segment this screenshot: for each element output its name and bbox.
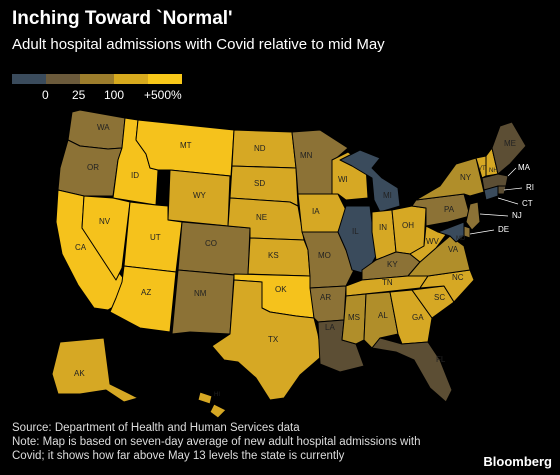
state-AZ[interactable] — [109, 265, 177, 333]
state-CT[interactable] — [483, 185, 499, 201]
us-map: WA OR CA ID NV MT WY UT AZ CO NM ND SD N… — [51, 109, 534, 419]
label-AZ: AZ — [141, 288, 151, 297]
label-AR: AR — [320, 293, 331, 302]
state-OH[interactable] — [391, 205, 427, 255]
state-HI[interactable] — [197, 391, 227, 419]
legend-swatch-2 — [46, 74, 80, 84]
label-MA: MA — [518, 163, 531, 172]
state-AK[interactable] — [51, 337, 139, 403]
chart-title: Inching Toward `Normal' — [12, 8, 233, 29]
label-UT: UT — [150, 233, 161, 242]
label-LA: LA — [325, 323, 335, 332]
state-NM[interactable] — [171, 269, 235, 335]
source-line: Source: Department of Health and Human S… — [12, 422, 300, 434]
label-NH: NH — [489, 168, 498, 174]
state-VA[interactable] — [407, 235, 471, 277]
label-IA: IA — [312, 207, 320, 216]
label-NY: NY — [460, 173, 472, 182]
label-IN: IN — [379, 223, 387, 232]
state-AR[interactable] — [309, 285, 347, 323]
label-WA: WA — [97, 123, 110, 132]
state-NJ[interactable] — [465, 201, 481, 231]
state-IL[interactable] — [337, 205, 377, 275]
legend-color-bar — [12, 74, 182, 84]
source-note: Source: Department of Health and Human S… — [12, 421, 420, 463]
state-labels: WA OR CA ID NV MT WY UT AZ CO NM ND SD N… — [74, 123, 534, 398]
state-TX[interactable] — [211, 279, 323, 401]
chart-subtitle: Adult hospital admissions with Covid rel… — [12, 36, 385, 53]
legend-swatch-1 — [12, 74, 46, 84]
label-MT: MT — [180, 141, 192, 150]
label-DE: DE — [498, 225, 509, 234]
state-WV[interactable] — [409, 225, 449, 263]
state-NV[interactable] — [81, 195, 131, 281]
note-line-2: Covid; it shows how far above May 13 lev… — [12, 450, 345, 462]
label-ID: ID — [131, 171, 139, 180]
label-MI: MI — [383, 191, 392, 200]
label-GA: GA — [412, 313, 424, 322]
label-TX: TX — [268, 335, 279, 344]
label-OH: OH — [402, 221, 414, 230]
state-CO[interactable] — [177, 221, 251, 277]
legend-labels: 0 25 100 +500% — [12, 88, 182, 104]
label-WY: WY — [193, 191, 207, 200]
label-SC: SC — [434, 293, 445, 302]
legend-swatch-3 — [80, 74, 114, 84]
label-KS: KS — [268, 251, 279, 260]
legend-swatch-5 — [148, 74, 182, 84]
label-VT: VT — [478, 166, 486, 172]
note-line-1: Note: Map is based on seven-day average … — [12, 436, 421, 448]
label-PA: PA — [444, 205, 455, 214]
label-OR: OR — [87, 163, 99, 172]
label-KY: KY — [387, 260, 398, 269]
label-NM: NM — [194, 289, 207, 298]
label-AL: AL — [378, 311, 388, 320]
label-TN: TN — [382, 278, 393, 287]
state-NY[interactable] — [415, 157, 485, 201]
legend-swatch-4 — [114, 74, 148, 84]
label-RI: RI — [526, 183, 534, 192]
label-MO: MO — [318, 251, 331, 260]
state-IA[interactable] — [297, 193, 347, 233]
label-WI: WI — [338, 175, 348, 184]
label-IL: IL — [352, 227, 359, 236]
label-MD: MD — [456, 236, 466, 242]
callout-lines — [469, 167, 523, 235]
label-AK: AK — [74, 369, 85, 378]
label-SD: SD — [254, 179, 265, 188]
label-CO: CO — [205, 239, 217, 248]
bloomberg-logo: Bloomberg — [483, 454, 552, 469]
state-KS[interactable] — [247, 237, 311, 277]
label-VA: VA — [448, 245, 459, 254]
label-WV: WV — [426, 237, 440, 246]
state-MD[interactable] — [437, 221, 465, 243]
label-NV: NV — [99, 217, 111, 226]
label-NE: NE — [256, 213, 267, 222]
label-ND: ND — [254, 144, 266, 153]
label-MS: MS — [348, 313, 360, 322]
legend: 0 25 100 +500% — [12, 74, 182, 104]
legend-label-25: 25 — [72, 88, 86, 102]
label-FL: FL — [436, 355, 446, 364]
label-ME: ME — [504, 139, 516, 148]
state-FL[interactable] — [371, 337, 453, 403]
label-HI: HI — [214, 392, 220, 398]
label-OK: OK — [275, 285, 287, 294]
legend-label-100: 100 — [104, 88, 125, 102]
legend-label-0: 0 — [42, 88, 49, 102]
label-CA: CA — [75, 243, 87, 252]
label-MN: MN — [300, 151, 313, 160]
state-MI[interactable] — [339, 149, 401, 213]
label-CT: CT — [522, 199, 533, 208]
label-NJ: NJ — [512, 211, 522, 220]
label-NC: NC — [452, 273, 464, 282]
legend-label-500: +500% — [144, 88, 182, 102]
